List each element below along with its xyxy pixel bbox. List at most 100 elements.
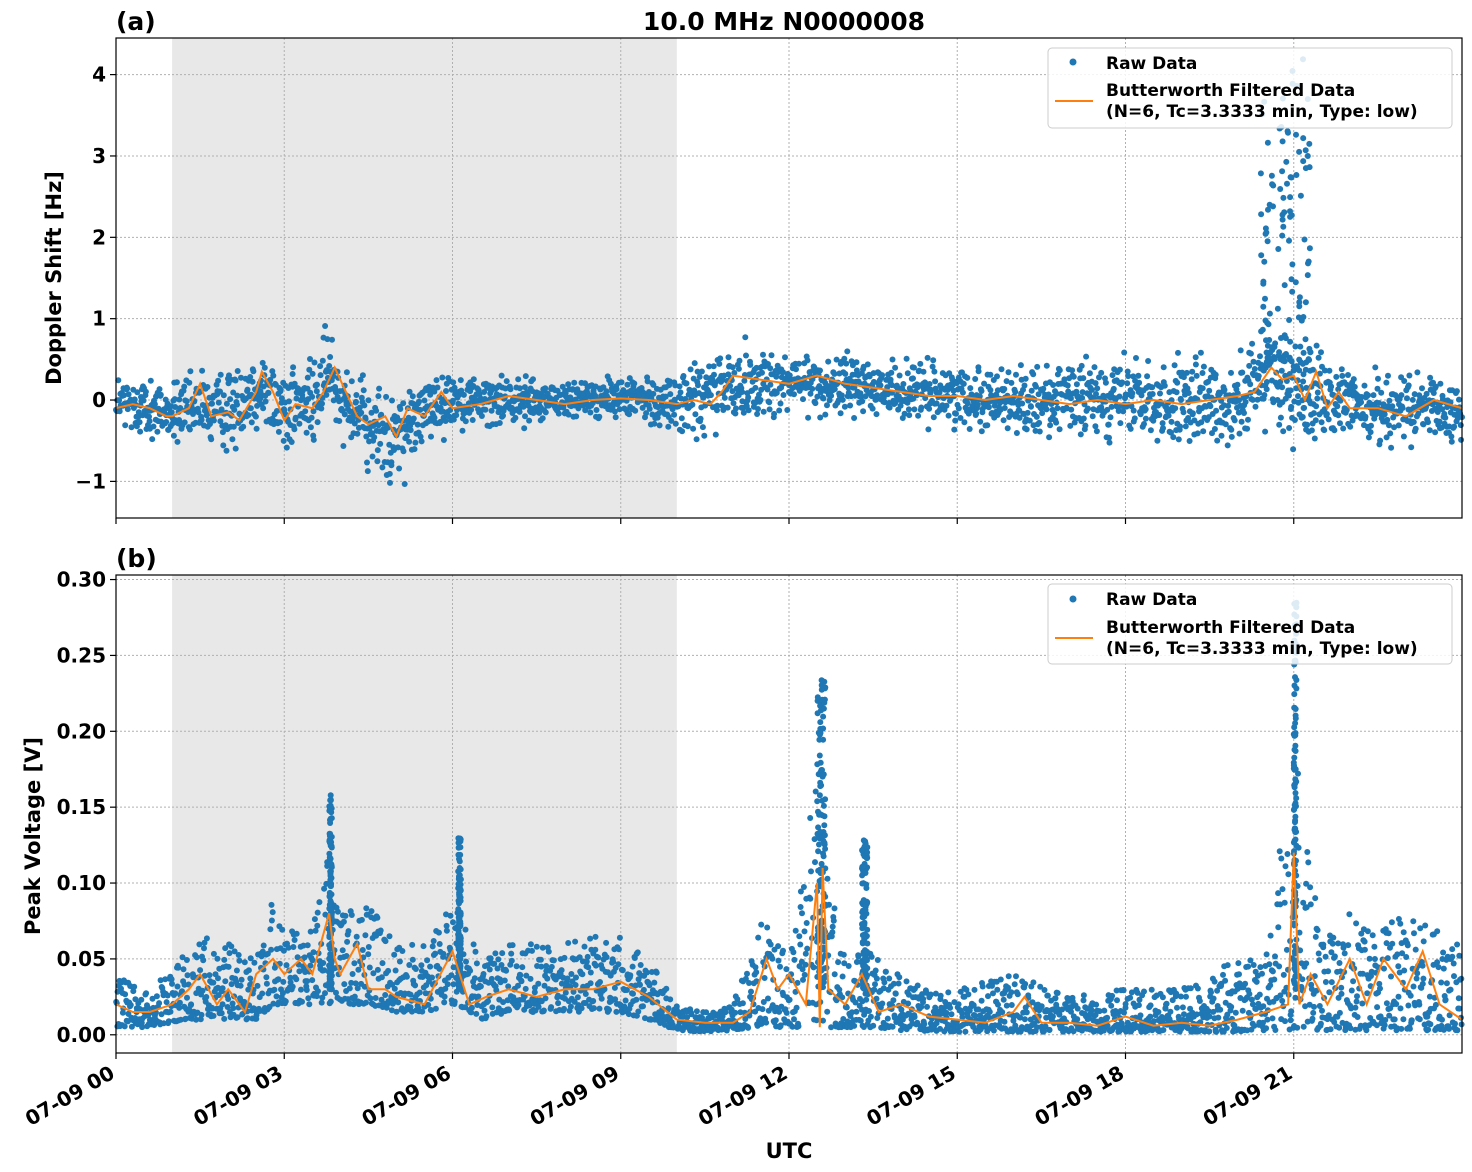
voltage-raw-point — [442, 985, 449, 992]
doppler-raw-point — [1192, 354, 1199, 361]
doppler-raw-point — [374, 458, 381, 465]
doppler-raw-point — [1302, 147, 1309, 154]
voltage-raw-point — [221, 1015, 228, 1022]
doppler-raw-point — [1328, 383, 1335, 390]
voltage-raw-point — [349, 971, 356, 977]
doppler-raw-point — [1303, 384, 1310, 391]
doppler-raw-point — [234, 392, 241, 399]
doppler-raw-point — [1263, 349, 1270, 356]
doppler-raw-point — [1437, 380, 1444, 387]
doppler-raw-point — [977, 418, 984, 425]
voltage-raw-point — [558, 967, 565, 974]
doppler-raw-point — [383, 393, 390, 400]
doppler-raw-point — [260, 405, 267, 412]
doppler-raw-point — [516, 408, 523, 415]
voltage-raw-point — [539, 944, 546, 951]
voltage-raw-point — [184, 994, 190, 1001]
voltage-raw-point — [1196, 998, 1203, 1004]
doppler-raw-point — [831, 370, 838, 377]
doppler-raw-point — [1013, 371, 1019, 378]
voltage-raw-point — [366, 964, 373, 971]
doppler-raw-point — [262, 398, 269, 405]
voltage-raw-point — [812, 859, 818, 866]
voltage-raw-point — [531, 989, 538, 996]
doppler-raw-point — [943, 402, 950, 409]
voltage-raw-point — [153, 993, 160, 1000]
doppler-raw-point — [643, 410, 650, 417]
doppler-raw-point — [460, 391, 467, 398]
doppler-raw-point — [1409, 396, 1416, 403]
doppler-raw-point — [1236, 397, 1242, 404]
voltage-raw-point — [800, 976, 806, 983]
doppler-raw-point — [174, 438, 181, 445]
doppler-raw-point — [777, 400, 784, 407]
voltage-raw-point — [610, 958, 617, 965]
doppler-raw-point — [306, 366, 313, 373]
doppler-raw-point — [960, 380, 967, 387]
doppler-raw-point — [1234, 381, 1241, 388]
doppler-raw-point — [1263, 379, 1270, 385]
voltage-raw-point — [545, 948, 552, 955]
voltage-raw-point — [280, 947, 287, 954]
doppler-raw-point — [458, 387, 465, 394]
voltage-raw-point — [283, 962, 290, 969]
doppler-raw-point — [1381, 411, 1388, 418]
doppler-raw-point — [981, 380, 988, 387]
voltage-raw-point — [443, 927, 450, 934]
doppler-raw-point — [1448, 438, 1455, 445]
voltage-raw-point — [206, 972, 213, 979]
voltage-raw-point — [522, 985, 529, 992]
doppler-raw-point — [926, 405, 933, 412]
doppler-raw-point — [825, 358, 832, 365]
doppler-raw-point — [308, 414, 315, 421]
voltage-raw-point — [634, 949, 641, 956]
doppler-raw-point — [311, 359, 318, 366]
voltage-raw-point — [851, 1022, 858, 1029]
doppler-raw-point — [1453, 388, 1460, 395]
voltage-raw-point — [183, 957, 190, 963]
voltage-raw-point — [1014, 991, 1021, 998]
voltage-raw-point — [393, 1008, 400, 1015]
voltage-raw-point — [803, 920, 810, 926]
doppler-legend-filtered-label-1: Butterworth Filtered Data — [1106, 81, 1355, 101]
doppler-raw-point — [1293, 172, 1300, 178]
doppler-raw-point — [1286, 392, 1292, 399]
doppler-raw-point — [521, 425, 528, 432]
voltage-raw-point — [201, 945, 207, 952]
voltage-raw-point — [311, 916, 318, 923]
voltage-raw-point — [527, 975, 534, 982]
voltage-raw-point — [811, 836, 818, 843]
doppler-raw-point — [150, 423, 157, 430]
doppler-raw-point — [296, 420, 303, 427]
doppler-raw-point — [1257, 353, 1263, 360]
doppler-raw-point — [1124, 368, 1131, 375]
doppler-raw-point — [307, 356, 313, 362]
doppler-raw-point — [1451, 423, 1458, 430]
voltage-raw-point — [611, 984, 618, 991]
doppler-raw-point — [1124, 380, 1131, 387]
doppler-raw-point — [1305, 260, 1311, 267]
doppler-raw-point — [1188, 376, 1195, 383]
doppler-legend-box — [1047, 47, 1453, 129]
doppler-raw-point — [874, 392, 881, 399]
voltage-raw-point — [963, 986, 970, 993]
voltage-raw-point — [775, 957, 782, 964]
voltage-raw-point — [1044, 992, 1051, 999]
doppler-raw-point — [1288, 403, 1295, 410]
doppler-raw-point — [689, 401, 696, 408]
doppler-raw-point — [1304, 272, 1311, 279]
doppler-raw-point — [837, 410, 844, 417]
voltage-raw-point — [1222, 977, 1229, 984]
doppler-raw-point — [1213, 407, 1220, 414]
doppler-raw-point — [994, 373, 1000, 380]
doppler-y-tick-label-4: 3 — [92, 144, 106, 168]
doppler-raw-point — [884, 384, 891, 391]
voltage-raw-point — [1101, 1007, 1108, 1014]
doppler-raw-point — [1263, 386, 1270, 393]
doppler-raw-point — [1003, 378, 1010, 385]
doppler-raw-point — [1287, 338, 1294, 345]
doppler-raw-point — [1296, 299, 1303, 306]
doppler-raw-point — [784, 407, 791, 413]
voltage-raw-point — [1210, 995, 1217, 1002]
voltage-raw-point — [473, 960, 480, 967]
